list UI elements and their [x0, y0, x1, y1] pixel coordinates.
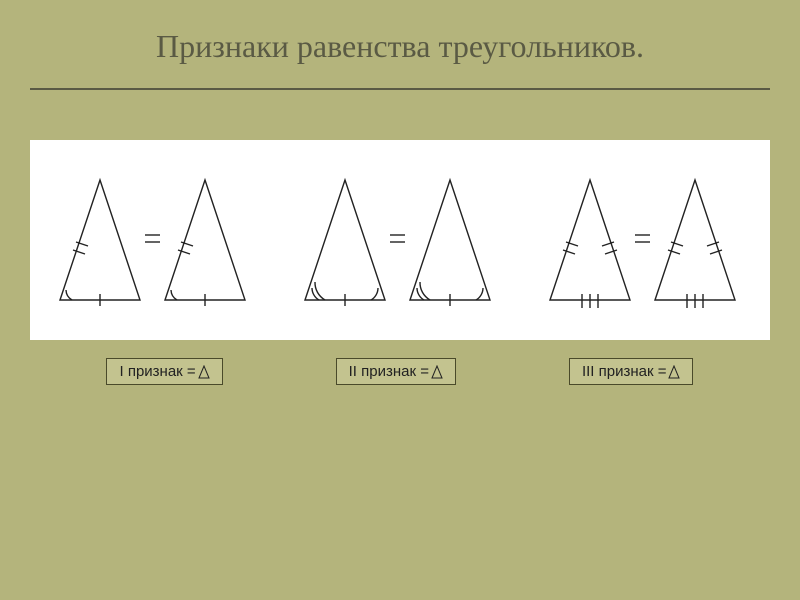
criterion-3-diagram [530, 150, 760, 330]
criterion-1-diagram [40, 150, 270, 330]
triangle-icon [668, 365, 680, 379]
criterion-2-button[interactable]: II признак = [336, 358, 456, 385]
triangle-icon [198, 365, 210, 379]
criterion-1-button[interactable]: I признак = [106, 358, 222, 385]
criterion-1-label: I признак = [119, 363, 195, 380]
criterion-2-label: II признак = [349, 363, 429, 380]
triangle-icon [431, 365, 443, 379]
title-underline [30, 88, 770, 90]
criterion-2-diagram [285, 150, 515, 330]
page-title: Признаки равенства треугольников. [0, 28, 800, 65]
slide: Признаки равенства треугольников. [0, 0, 800, 600]
button-row: I признак = II признак = III признак = [0, 358, 800, 385]
criterion-3-label: III признак = [582, 363, 667, 380]
diagram-panel [30, 140, 770, 340]
criterion-3-button[interactable]: III признак = [569, 358, 694, 385]
